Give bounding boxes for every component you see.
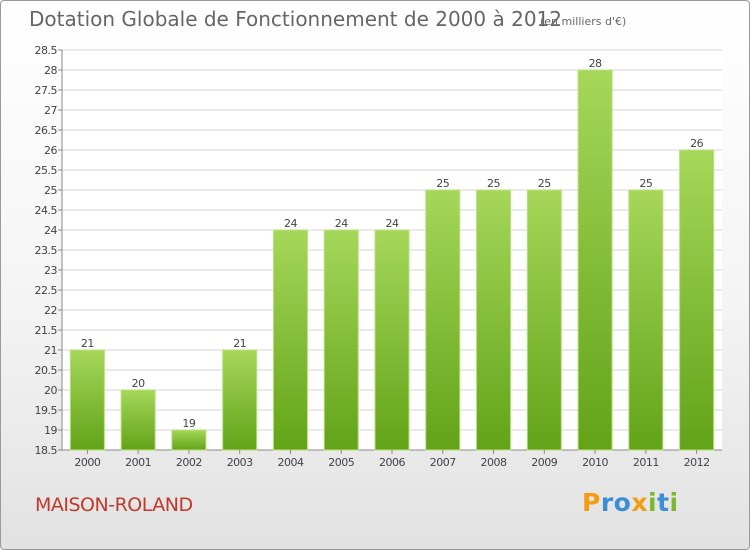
y-tick-label: 24.5 <box>35 204 58 217</box>
y-tick-label: 25.5 <box>35 164 58 177</box>
data-label: 24 <box>386 217 399 230</box>
y-tick-label: 23.5 <box>35 244 58 257</box>
logo-letter: P <box>582 488 601 517</box>
data-label: 25 <box>436 177 449 190</box>
data-label: 24 <box>284 217 297 230</box>
x-tick-label: 2007 <box>430 456 456 469</box>
bar-2006 <box>374 229 410 451</box>
logo-letter: i <box>669 488 679 517</box>
y-tick-label: 21 <box>44 344 57 357</box>
bar-2002 <box>171 429 207 451</box>
data-label: 26 <box>690 137 703 150</box>
y-tick-label: 28 <box>44 64 57 77</box>
bar-2001 <box>120 389 156 451</box>
y-tick-label: 20 <box>44 384 57 397</box>
bar-2000 <box>69 349 105 451</box>
bar-2008 <box>476 189 512 451</box>
bar-2004 <box>272 229 308 451</box>
bar-2012 <box>679 149 715 451</box>
data-label: 25 <box>487 177 500 190</box>
x-tick-label: 2009 <box>531 456 557 469</box>
y-tick-label: 23 <box>44 264 57 277</box>
data-label: 20 <box>132 377 145 390</box>
x-tick-label: 2006 <box>379 456 405 469</box>
y-tick-label: 22.5 <box>35 284 58 297</box>
data-label: 25 <box>639 177 652 190</box>
logo-letter: i <box>648 488 658 517</box>
data-label: 25 <box>538 177 551 190</box>
x-tick-label: 2004 <box>277 456 303 469</box>
x-tick-label: 2012 <box>684 456 710 469</box>
y-tick-label: 27.5 <box>35 84 58 97</box>
y-tick-label: 25 <box>44 184 57 197</box>
y-tick-label: 19 <box>44 424 57 437</box>
data-label: 19 <box>182 417 195 430</box>
data-label: 28 <box>589 57 602 70</box>
chart-title: Dotation Globale de Fonctionnement de 20… <box>29 7 562 31</box>
logo-letter: t <box>657 488 670 517</box>
logo-letter: o <box>613 488 632 517</box>
y-tick-label: 21.5 <box>35 324 58 337</box>
bar-2011 <box>628 189 664 451</box>
proxiti-logo: Proxiti <box>582 488 679 517</box>
data-label: 24 <box>335 217 348 230</box>
logo-letter: x <box>631 488 648 517</box>
y-tick-label: 19.5 <box>35 404 58 417</box>
x-tick-label: 2008 <box>481 456 507 469</box>
bar-2009 <box>526 189 562 451</box>
y-tick-label: 26.5 <box>35 124 58 137</box>
y-tick-label: 18.5 <box>35 444 58 457</box>
x-tick-label: 2002 <box>176 456 202 469</box>
bar-2005 <box>323 229 359 451</box>
y-tick-label: 28.5 <box>35 44 58 57</box>
chart-subtitle: (en milliers d'€) <box>540 15 627 28</box>
data-label: 21 <box>81 337 94 350</box>
data-label: 21 <box>233 337 246 350</box>
x-tick-label: 2005 <box>328 456 354 469</box>
commune-name: MAISON-ROLAND <box>35 494 193 516</box>
y-tick-label: 22 <box>44 304 57 317</box>
bar-2003 <box>222 349 258 451</box>
y-tick-label: 20.5 <box>35 364 58 377</box>
x-tick-label: 2001 <box>125 456 151 469</box>
bar-2007 <box>425 189 461 451</box>
bar-2010 <box>577 69 613 451</box>
x-tick-label: 2010 <box>582 456 608 469</box>
y-tick-label: 27 <box>44 104 57 117</box>
x-tick-label: 2000 <box>74 456 100 469</box>
logo-letter: r <box>600 488 614 517</box>
x-tick-label: 2003 <box>227 456 253 469</box>
x-tick-label: 2011 <box>633 456 659 469</box>
y-tick-label: 24 <box>44 224 57 237</box>
y-tick-label: 26 <box>44 144 57 157</box>
